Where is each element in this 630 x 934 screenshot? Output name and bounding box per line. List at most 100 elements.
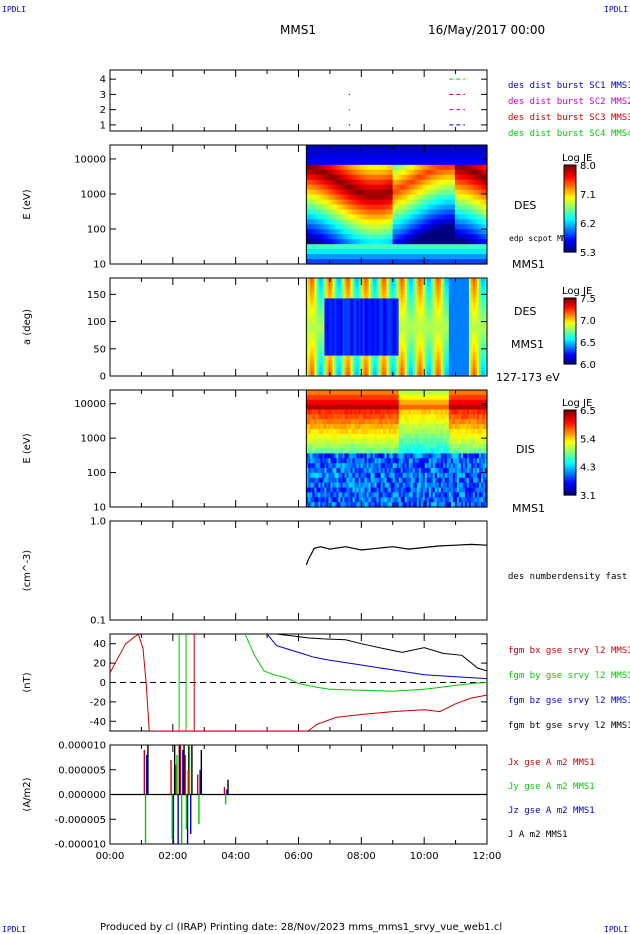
des-energy-cell [462,244,466,250]
dis-energy-cell [332,453,336,459]
des-pitch-cell [424,282,428,287]
des-pitch-cell [448,347,452,353]
des-pitch-cell [432,335,436,340]
des-energy-cell [468,249,472,255]
des-pitch-cell [358,363,362,369]
des-energy-cell [358,224,362,230]
des-energy-cell [318,244,322,250]
des-pitch-cell [456,286,460,291]
des-energy-cell [388,219,392,225]
dis-energy-cell [334,424,338,430]
des-energy-cell [448,209,452,216]
des-energy-cell [310,164,313,171]
des-energy-cell [414,244,418,250]
des-energy-cell [452,194,456,201]
des-energy-cell [480,224,484,230]
des-energy-cell [344,184,348,191]
des-energy-cell [460,154,464,161]
des-energy-cell [442,249,446,255]
des-energy-cell [386,204,390,211]
des-pitch-cell [456,318,460,324]
des-energy-cell [376,164,380,171]
des-energy-cell [380,234,384,240]
des-energy-cell [458,174,462,181]
des-pitch-cell [336,322,340,328]
des-energy-cell [448,154,452,161]
dis-energy-cell [332,399,336,406]
des-pitch-cell [476,335,480,340]
des-pitch-cell [424,310,428,316]
des-energy-cell [362,259,366,265]
des-pitch-cell [454,290,458,295]
des-pitch-cell [310,278,313,283]
dis-energy-cell [342,438,346,445]
des-energy-cell [398,184,402,191]
dis-energy-cell [318,414,322,420]
des-energy-cell [404,239,408,245]
des-pitch-cell [450,278,454,283]
des-pitch-cell [464,363,468,369]
des-pitch-cell [460,298,464,304]
des-energy-cell [336,154,340,161]
des-pitch-cell [480,302,484,308]
des-pitch-cell [324,322,328,328]
des-pitch-cell [462,347,466,353]
dis-energy-cell [316,487,319,493]
des-pitch-cell [350,286,354,291]
des-energy-cell [476,214,480,220]
des-energy-cell [428,259,432,265]
des-energy-cell [324,229,328,235]
des-pitch-cell [404,335,408,340]
des-pitch-colorbar-cell [564,340,576,344]
des-energy-cell [308,149,311,156]
des-energy-cell [382,164,386,171]
des-energy-cell [454,184,458,191]
des-energy-cell [388,145,392,151]
des-energy-cell [428,249,432,255]
dis-energy-cell [310,463,313,469]
des-pitch-cell [442,363,446,369]
des-pitch-cell [426,310,430,316]
des-energy-cell [378,229,382,235]
des-energy-cell [456,244,460,250]
des-energy-cell [440,214,444,220]
des-pitch-cell [416,367,420,373]
des-pitch-cell [404,355,408,361]
des-energy-cell [400,149,404,156]
des-pitch-cell [470,298,474,304]
des-pitch-cell [446,339,450,344]
des-energy-cell [342,145,346,151]
des-pitch-cell [398,298,402,304]
des-energy-cell [420,219,424,225]
des-pitch-cell [480,278,484,283]
des-pitch-cell [422,343,426,349]
des-pitch-cell [354,327,358,332]
des-pitch-cell [376,302,380,308]
burst-tick-label: 1 [100,120,106,131]
dis-energy-cell [340,414,344,420]
des-energy-cell [424,164,428,171]
des-energy-cell [476,244,480,250]
des-pitch-colorbar-cell [564,327,576,330]
des-pitch-cell [328,347,332,353]
des-energy-cell [476,189,480,196]
des-pitch-cell [434,318,438,324]
dis-energy-cell [308,419,311,425]
des-energy-cell [422,164,426,171]
des-pitch-cell [334,294,338,300]
des-pitch-cell [384,282,388,287]
des-energy-cell [450,194,454,201]
des-energy-cell [432,224,436,230]
des-pitch-cell [474,302,478,308]
des-pitch-cell [314,318,317,324]
des-energy-cell [352,184,356,191]
des-pitch-cell [320,302,324,308]
des-pitch-cell [474,331,478,336]
des-energy-cell [338,249,342,255]
des-pitch-cell [476,286,480,291]
des-pitch-cell [458,363,462,369]
des-pitch-cell [442,310,446,316]
des-energy-cell [328,169,332,176]
des-pitch-cell [368,363,372,369]
des-energy-cell [436,209,440,216]
